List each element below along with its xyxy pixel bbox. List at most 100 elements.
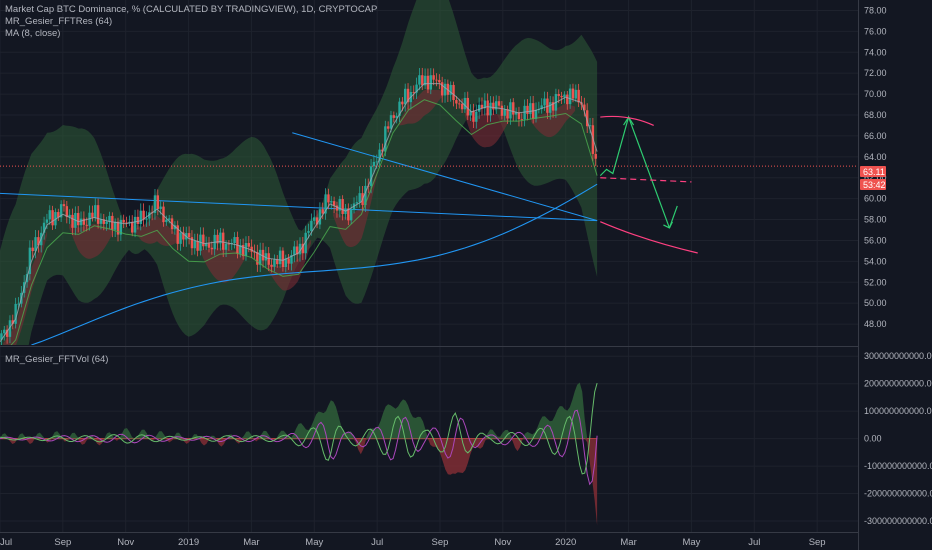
fft-residual-lobe [531, 103, 576, 138]
candle-body [216, 234, 219, 244]
candle-body [335, 205, 339, 211]
candle-body [324, 194, 327, 214]
fft-residual-lobe [267, 239, 312, 291]
x-tick-label: May [305, 537, 323, 548]
candle-body [566, 94, 569, 105]
x-tick-label: Sep [809, 537, 826, 548]
candle-body [139, 210, 142, 225]
candle-body [145, 218, 148, 220]
time-scale[interactable]: Jul Sep Nov 2019 Mar May Jul Sep Nov 2020 Mar May Ju… [0, 537, 826, 548]
candle-body [207, 243, 211, 248]
y-tick-label-lower: -100000000000.00 [864, 461, 932, 471]
candle-body [458, 103, 461, 105]
candle-body [253, 251, 256, 253]
y-tick-label-main: 56.00 [864, 235, 887, 245]
x-tick-label: May [682, 537, 700, 548]
indicator-ma-label[interactable]: MA (8, close) [5, 28, 61, 39]
candle-body [0, 333, 3, 340]
candle-body [122, 219, 125, 223]
candle-body [452, 84, 455, 101]
candle-body [51, 210, 54, 226]
candle-body [455, 100, 458, 104]
candle-body [338, 199, 342, 211]
y-tick-label-lower: -200000000000.00 [864, 489, 932, 499]
y-tick-label-main: 68.00 [864, 110, 887, 120]
x-tick-label: Nov [117, 537, 134, 548]
candle-body [304, 232, 307, 254]
indicator-fftres-label[interactable]: MR_Gesier_FFTRes (64) [5, 16, 113, 27]
y-tick-label-main: 52.00 [864, 277, 887, 287]
candle-body [392, 115, 396, 118]
candle-body [136, 216, 140, 225]
oscillator-line-purple [0, 409, 598, 486]
candle-body [483, 100, 487, 109]
candle-body [358, 193, 361, 203]
x-tick-label: Mar [620, 537, 636, 548]
candle-body [88, 212, 91, 226]
y-tick-label-main: 72.00 [864, 68, 887, 78]
candle-body [401, 101, 404, 105]
candle-body [386, 126, 390, 129]
candle-body [222, 232, 225, 250]
candle-body [523, 105, 526, 120]
y-tick-label-main: 76.00 [864, 26, 887, 36]
main-legend: Market Cap BTC Dominance, % (CALCULATED … [5, 4, 377, 40]
y-tick-label-main: 60.00 [864, 194, 887, 204]
price-scale-main[interactable]: 48.00 50.00 52.00 54.00 56.00 58.00 60.00 62.00… [864, 5, 887, 329]
candle-body [421, 75, 424, 86]
candle-body [500, 105, 504, 116]
fft-residual-lobe [399, 89, 444, 126]
price-scale-lower[interactable]: -300000000000.00 -200000000000.00 -1000000… [864, 351, 932, 526]
candle-body [529, 103, 532, 115]
candle-body [276, 259, 279, 265]
candle-body [395, 115, 398, 118]
candle-body [310, 220, 313, 232]
candle-body [426, 75, 430, 90]
candle-body [526, 105, 529, 115]
candle-body [196, 240, 199, 251]
candle-body [295, 246, 299, 255]
candle-body [585, 110, 589, 127]
candle-body [105, 221, 108, 224]
volume-positive-area [0, 382, 598, 439]
candle-body [492, 102, 495, 110]
fft-residual-lobe [201, 247, 246, 283]
candle-body [244, 243, 248, 257]
candle-body [466, 97, 469, 116]
candle-body [315, 217, 319, 225]
y-tick-label-main: 62.00 [864, 173, 887, 183]
fftres-line [10, 99, 598, 345]
candle-body [588, 125, 592, 127]
y-tick-label-main: 50.00 [864, 298, 887, 308]
candle-body [313, 217, 316, 221]
candle-body [520, 119, 523, 120]
fft-residual-lobe [333, 171, 378, 248]
price-badges: 63.11 53:42 [860, 166, 886, 190]
candle-body [571, 88, 575, 99]
candle-body [349, 209, 353, 221]
candle-body [3, 329, 6, 334]
candle-body [256, 252, 259, 265]
candle-body [514, 112, 518, 115]
candle-body [42, 222, 46, 233]
candle-body [45, 219, 49, 223]
candle-body [71, 214, 74, 228]
candle-body [113, 221, 117, 230]
symbol-title[interactable]: Market Cap BTC Dominance, % (CALCULATED … [5, 4, 378, 15]
candle-body [233, 237, 236, 244]
ma-line [0, 83, 598, 343]
candle-body [142, 210, 145, 220]
x-tick-label: 2019 [178, 537, 199, 548]
y-tick-label-main: 58.00 [864, 215, 887, 225]
candle-body [128, 221, 131, 223]
x-tick-label: Sep [54, 537, 71, 548]
y-tick-label-main: 54.00 [864, 256, 887, 266]
forecast-upper-curve [600, 115, 654, 127]
candle-body [375, 161, 378, 163]
trend-lines [0, 132, 598, 345]
indicator-fftvol-label[interactable]: MR_Gesier_FFTVol (64) [5, 354, 109, 365]
candle-body [551, 102, 555, 111]
candle-body [463, 97, 467, 110]
candle-body [432, 75, 435, 80]
